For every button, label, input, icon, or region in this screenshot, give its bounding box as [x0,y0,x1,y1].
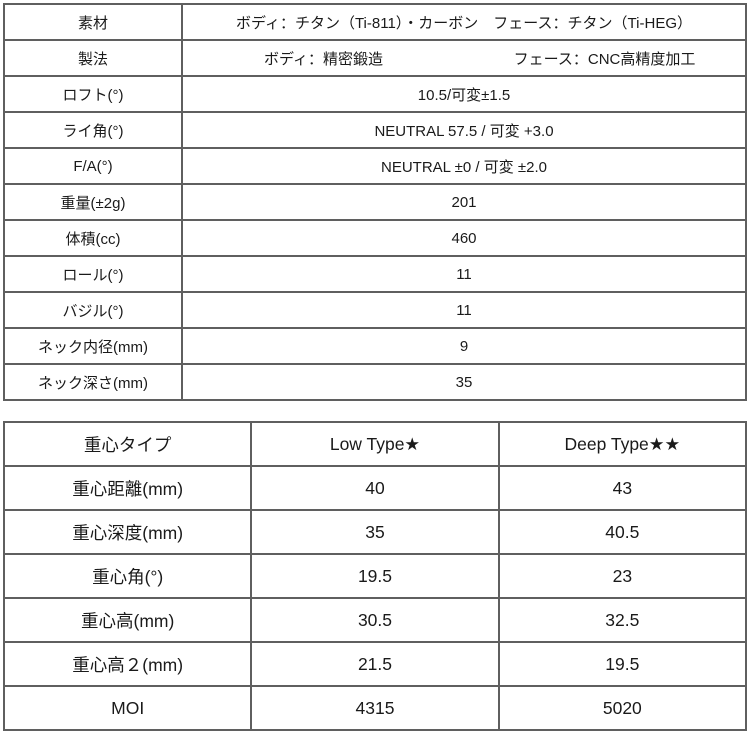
spec-row-label: ロフト(°) [3,75,183,113]
cg-header-type: 重心タイプ [2,421,253,467]
spec-row-label: 製法 [3,39,183,77]
cg-row-label: 重心深度(mm) [2,509,253,555]
cg-type-table: 重心タイプ Low Type★ Deep Type★★ 重心距離(mm) 40 … [2,421,748,731]
spec-row-weight: 重量(±2g) 201 [3,183,747,221]
spec-row-label: ネック深さ(mm) [3,363,183,401]
cg-row-label: MOI [2,685,253,731]
spec-row-value: ボディ：チタン（Ti-811）・カーボン フェース：チタン（Ti-HEG） [181,3,747,41]
spec-value-face: フェース：CNC高精度加工 [513,50,696,68]
cg-value-low: 19.5 [250,553,500,599]
cg-value-low: 21.5 [250,641,500,687]
spec-row-value: 460 [181,219,747,257]
spec-row-material: 素材 ボディ：チタン（Ti-811）・カーボン フェース：チタン（Ti-HEG） [3,3,747,41]
spec-row-roll: ロール(°) 11 [3,255,747,293]
spec-row-neck-depth: ネック深さ(mm) 35 [3,363,747,401]
spec-row-face-angle: F/A(°) NEUTRAL ±0 / 可変 ±2.0 [3,147,747,185]
spec-row-value: 35 [181,363,747,401]
spec-row-label: 体積(cc) [3,219,183,257]
cg-header-low-type: Low Type★ [250,421,500,467]
cg-row-depth: 重心深度(mm) 35 40.5 [2,509,748,555]
cg-row-angle: 重心角(°) 19.5 23 [2,553,748,599]
cg-row-height: 重心高(mm) 30.5 32.5 [2,597,748,643]
cg-value-low: 30.5 [250,597,500,643]
spec-row-value: 9 [181,327,747,365]
spec-row-value: 11 [181,255,747,293]
cg-header-deep-type: Deep Type★★ [497,421,748,467]
spec-row-value: 10.5/可変±1.5 [181,75,747,113]
club-spec-table: 素材 ボディ：チタン（Ti-811）・カーボン フェース：チタン（Ti-HEG）… [3,3,747,401]
spec-row-label: 重量(±2g) [3,183,183,221]
spec-row-value: 11 [181,291,747,329]
spec-row-manufacturing: 製法 ボディ：精密鍛造 フェース：CNC高精度加工 [3,39,747,77]
cg-row-distance: 重心距離(mm) 40 43 [2,465,748,511]
cg-row-moi: MOI 4315 5020 [2,685,748,731]
spec-row-lie-angle: ライ角(°) NEUTRAL 57.5 / 可変 +3.0 [3,111,747,149]
spec-row-value: ボディ：精密鍛造 フェース：CNC高精度加工 [181,39,747,77]
cg-header-row: 重心タイプ Low Type★ Deep Type★★ [2,421,748,467]
spec-row-loft: ロフト(°) 10.5/可変±1.5 [3,75,747,113]
cg-row-label: 重心高(mm) [2,597,253,643]
spec-row-neck-bore: ネック内径(mm) 9 [3,327,747,365]
spec-row-label: ロール(°) [3,255,183,293]
spec-row-volume: 体積(cc) 460 [3,219,747,257]
spec-row-label: ネック内径(mm) [3,327,183,365]
spec-row-value: NEUTRAL 57.5 / 可変 +3.0 [181,111,747,149]
cg-value-deep: 40.5 [497,509,748,555]
cg-row-label: 重心角(°) [2,553,253,599]
spec-row-label: F/A(°) [3,147,183,185]
cg-value-low: 4315 [250,685,500,731]
cg-row-label: 重心高２(mm) [2,641,253,687]
cg-value-deep: 43 [497,465,748,511]
cg-value-deep: 23 [497,553,748,599]
cg-row-height2: 重心高２(mm) 21.5 19.5 [2,641,748,687]
spec-value-body: ボディ：精密鍛造 [264,50,383,68]
cg-value-deep: 5020 [497,685,748,731]
cg-value-low: 40 [250,465,500,511]
cg-value-deep: 32.5 [497,597,748,643]
cg-value-low: 35 [250,509,500,555]
cg-value-deep: 19.5 [497,641,748,687]
spec-row-value: NEUTRAL ±0 / 可変 ±2.0 [181,147,747,185]
spec-row-label: 素材 [3,3,183,41]
cg-row-label: 重心距離(mm) [2,465,253,511]
spec-row-label: ライ角(°) [3,111,183,149]
spec-row-value: 201 [181,183,747,221]
spec-row-bulge: バジル(°) 11 [3,291,747,329]
spec-row-label: バジル(°) [3,291,183,329]
